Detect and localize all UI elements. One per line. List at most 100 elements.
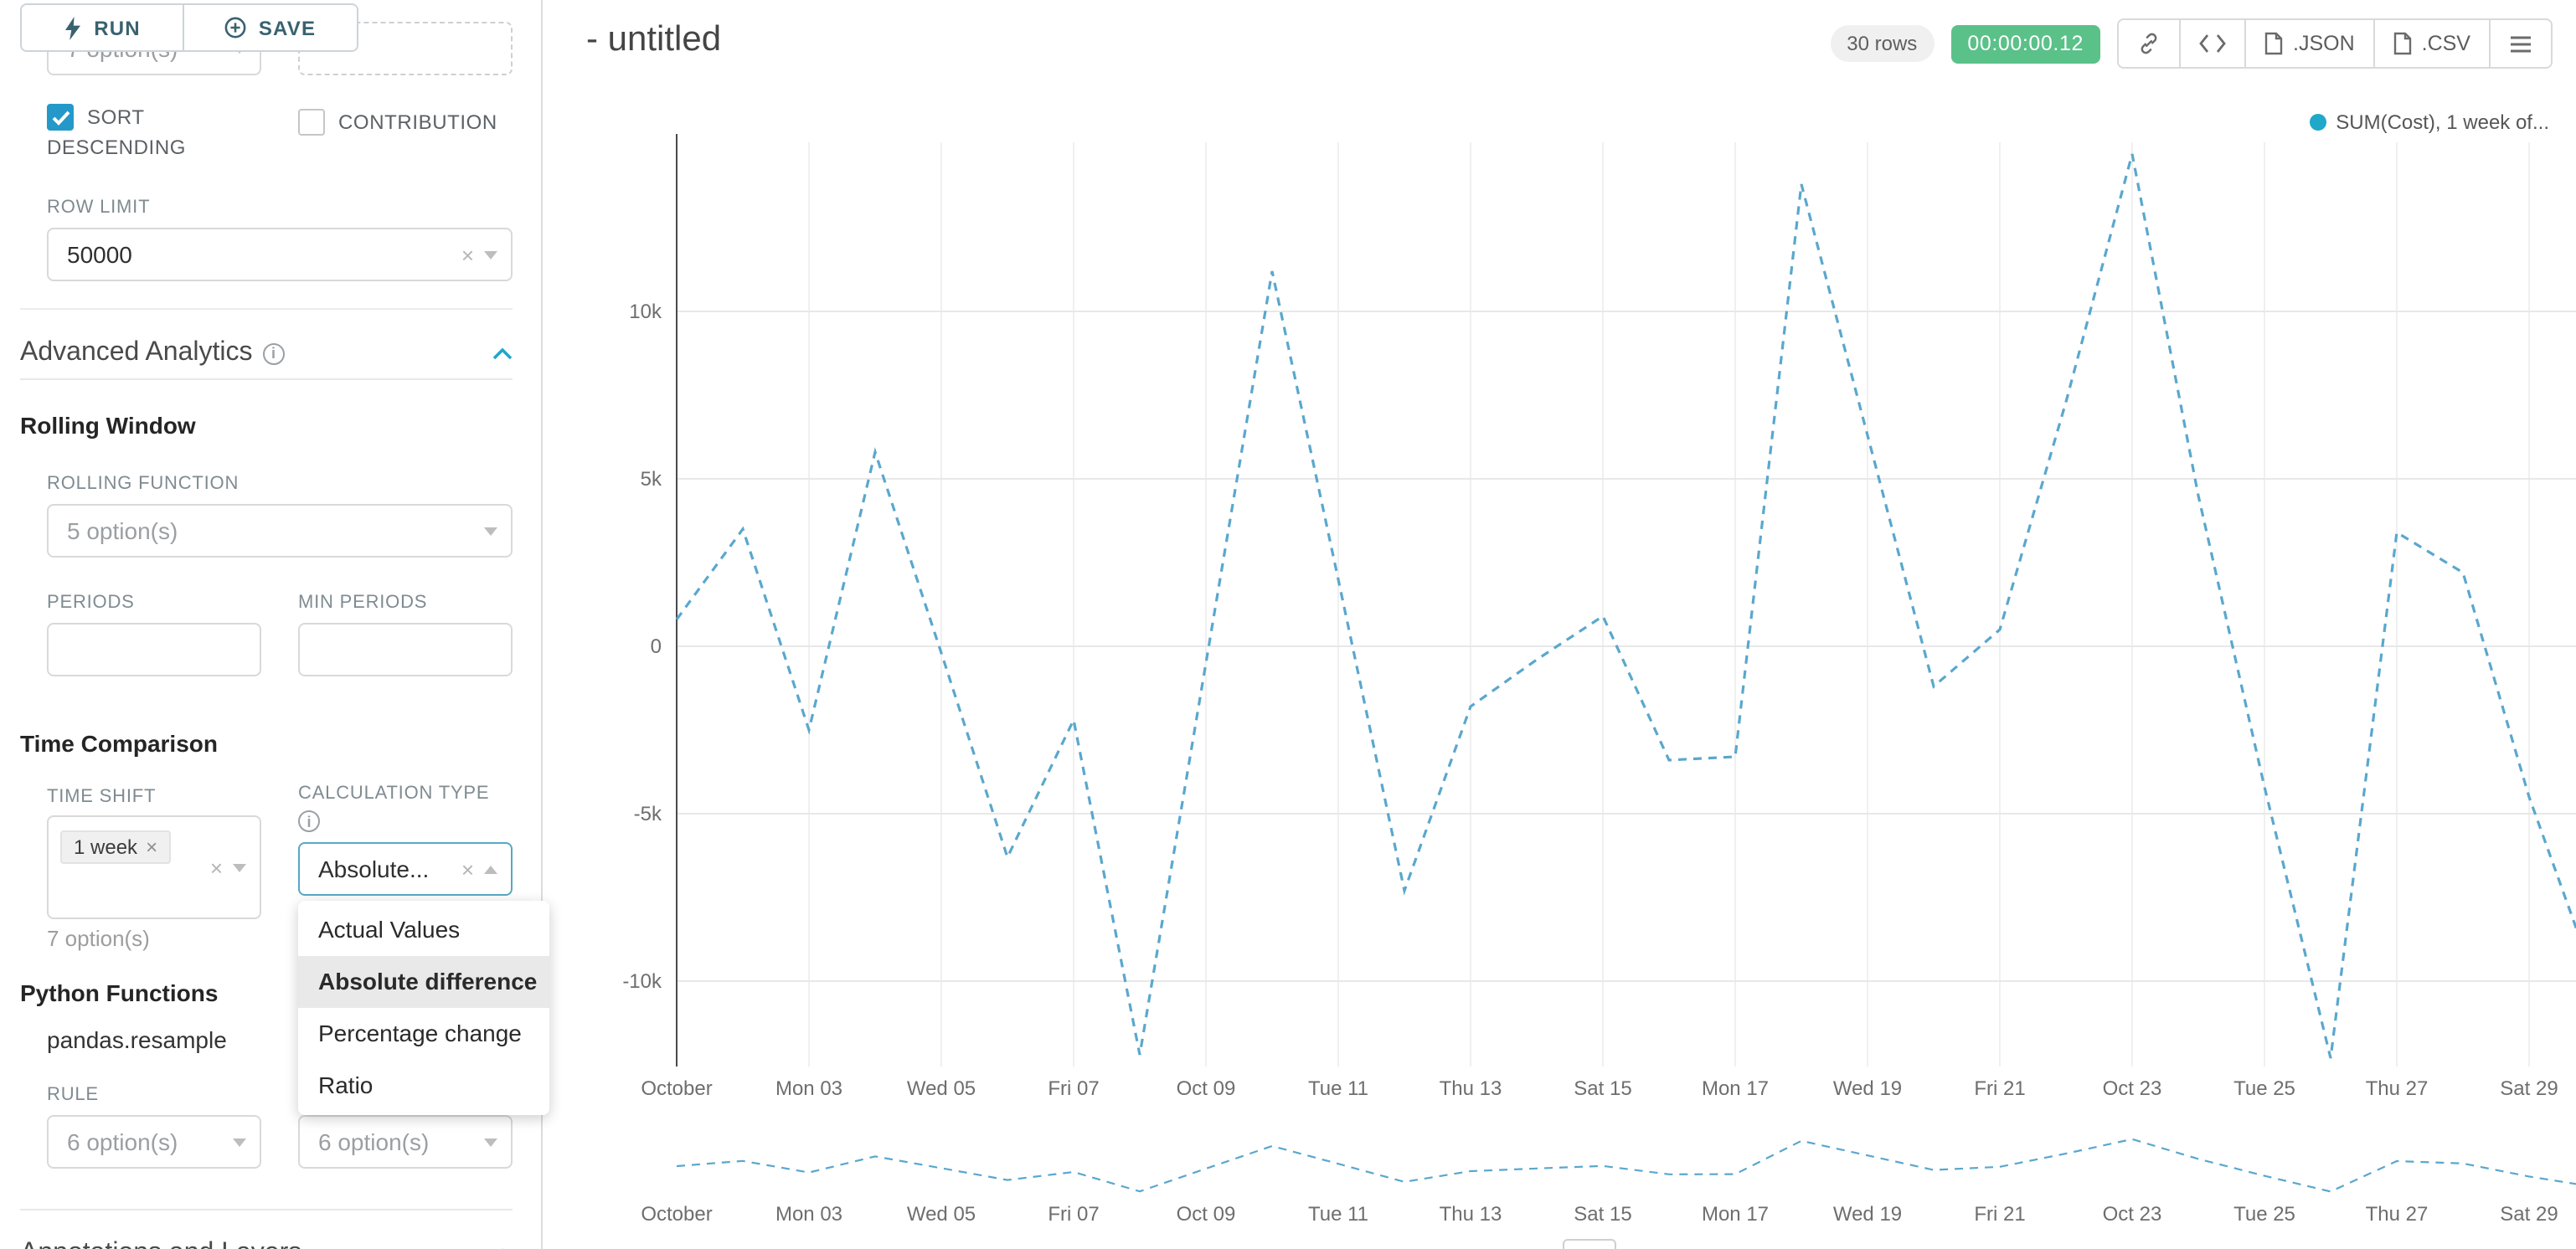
svg-text:Thu 13: Thu 13	[1440, 1077, 1502, 1100]
embed-code-button[interactable]	[2181, 20, 2246, 67]
time-shift-tag-label: 1 week	[74, 835, 138, 859]
svg-text:Oct 09: Oct 09	[1177, 1203, 1236, 1226]
svg-text:Fri 07: Fri 07	[1048, 1203, 1099, 1226]
bolt-icon	[65, 16, 81, 39]
chart-area: - untitled 30 rows 00:00:00.12	[543, 0, 2576, 1249]
svg-text:Wed 19: Wed 19	[1833, 1077, 1902, 1100]
time-shift-hint: 7 option(s)	[47, 926, 150, 951]
rule-select[interactable]: 6 option(s)	[47, 1115, 261, 1169]
svg-text:Thu 27: Thu 27	[2366, 1203, 2429, 1226]
svg-text:October: October	[641, 1203, 712, 1226]
chevron-down-icon	[484, 1138, 497, 1146]
export-json-button[interactable]: .JSON	[2246, 20, 2375, 67]
legend-label: SUM(Cost), 1 week of...	[2336, 111, 2549, 134]
rule-select-2[interactable]: 6 option(s)	[298, 1115, 513, 1169]
calculation-type-select[interactable]: Absolute... ×	[298, 842, 513, 896]
clear-icon[interactable]: ×	[461, 856, 474, 881]
chevron-up-icon	[484, 865, 497, 873]
periods-input[interactable]	[47, 623, 261, 676]
svg-text:October: October	[641, 1077, 712, 1100]
svg-text:Fri 21: Fri 21	[1974, 1077, 2025, 1100]
save-label: SAVE	[258, 16, 317, 39]
run-save-bar: RUN SAVE	[20, 3, 358, 52]
svg-text:Tue 25: Tue 25	[2233, 1203, 2295, 1226]
clear-icon[interactable]: ×	[461, 242, 474, 267]
time-shift-label: TIME SHIFT	[47, 787, 157, 807]
export-csv-button[interactable]: .CSV	[2374, 20, 2491, 67]
pandas-resample-label: pandas.resample	[47, 1026, 227, 1053]
info-icon: i	[262, 342, 285, 364]
svg-text:-10k: -10k	[622, 970, 662, 993]
calculation-type-value: Absolute...	[318, 856, 430, 882]
rule-placeholder: 6 option(s)	[67, 1128, 178, 1155]
sort-descending-label: SORT DESCENDING	[47, 105, 187, 159]
file-icon	[2393, 32, 2411, 55]
dropdown-option[interactable]: Percentage change	[318, 1020, 522, 1046]
code-icon	[2199, 34, 2226, 53]
checkbox-unchecked-icon[interactable]	[298, 109, 325, 136]
dropdown-option[interactable]: Absolute difference	[298, 956, 549, 1008]
chart-legend[interactable]: SUM(Cost), 1 week of...	[2309, 111, 2549, 134]
svg-text:Sat 15: Sat 15	[1574, 1077, 1631, 1100]
rolling-function-placeholder: 5 option(s)	[67, 517, 178, 544]
row-limit-select[interactable]: 50000 ×	[47, 228, 513, 281]
legend-dot-icon	[2309, 114, 2326, 131]
preview-line-chart[interactable]: October Mon 03 Wed 05 Fri 07 Oct 09 Tue 11 Thu…	[543, 1125, 2576, 1229]
min-periods-input[interactable]	[298, 623, 513, 676]
hamburger-icon	[2511, 35, 2531, 52]
csv-label: .CSV	[2421, 32, 2470, 55]
rule-label: RULE	[47, 1085, 99, 1105]
remove-tag-icon[interactable]: ×	[146, 835, 158, 859]
svg-text:Wed 05: Wed 05	[907, 1203, 976, 1226]
chevron-up-icon[interactable]	[492, 347, 513, 360]
clear-icon[interactable]: ×	[209, 856, 223, 881]
svg-text:0: 0	[651, 635, 662, 658]
svg-text:Tue 11: Tue 11	[1308, 1077, 1368, 1100]
dropdown-option[interactable]: Ratio	[318, 1072, 374, 1098]
info-icon: i	[298, 810, 320, 832]
annotations-header[interactable]: Annotations and Layers	[20, 1209, 513, 1249]
svg-text:Oct 23: Oct 23	[2103, 1077, 2162, 1100]
row-limit-value: 50000	[67, 241, 132, 268]
checkbox-checked-icon[interactable]	[47, 104, 74, 131]
header-actions: 30 rows 00:00:00.12 .JSON	[1830, 18, 2553, 69]
svg-text:Thu 13: Thu 13	[1440, 1203, 1502, 1226]
svg-text:Wed 05: Wed 05	[907, 1077, 976, 1100]
time-shift-select[interactable]: 1 week × ×	[47, 815, 261, 919]
copy-link-button[interactable]	[2119, 20, 2181, 67]
calculation-type-label: CALCULATION TYPE	[298, 784, 490, 804]
min-periods-label: MIN PERIODS	[298, 593, 428, 613]
rolling-function-select[interactable]: 5 option(s)	[47, 504, 513, 558]
svg-text:Wed 19: Wed 19	[1833, 1203, 1902, 1226]
control-panel: 7 option(s) RUN SAVE	[0, 0, 549, 1249]
python-functions-title: Python Functions	[20, 979, 219, 1006]
calculation-type-dropdown: Actual Values Absolute difference Percenta…	[298, 901, 549, 1115]
svg-text:Oct 23: Oct 23	[2103, 1203, 2162, 1226]
run-button[interactable]: RUN	[22, 5, 184, 50]
svg-text:Fri 21: Fri 21	[1974, 1203, 2025, 1226]
rolling-function-label: ROLLING FUNCTION	[47, 474, 240, 494]
file-icon	[2264, 32, 2283, 55]
save-button[interactable]: SAVE	[184, 5, 357, 50]
sort-descending-checkbox-row[interactable]: SORT DESCENDING	[47, 102, 268, 162]
contribution-checkbox-row[interactable]: CONTRIBUTION	[298, 107, 519, 137]
svg-text:Sat 29: Sat 29	[2500, 1203, 2558, 1226]
menu-button[interactable]	[2491, 20, 2551, 67]
main-line-chart[interactable]: 10k 5k 0 -5k -10k October Mon 03 Wed 05 Fri 07 Oc…	[543, 131, 2576, 1122]
chevron-down-icon	[484, 527, 497, 535]
dropdown-option[interactable]: Actual Values	[318, 916, 461, 943]
svg-text:Sat 29: Sat 29	[2500, 1077, 2558, 1100]
svg-text:Mon 03: Mon 03	[775, 1203, 842, 1226]
svg-text:Thu 27: Thu 27	[2366, 1077, 2429, 1100]
svg-text:5k: 5k	[641, 468, 662, 491]
json-label: .JSON	[2293, 32, 2355, 55]
row-limit-label: ROW LIMIT	[47, 198, 151, 218]
time-comparison-title: Time Comparison	[20, 730, 218, 757]
advanced-analytics-header[interactable]: Advanced Analytics i	[20, 328, 513, 380]
link-icon	[2141, 33, 2157, 54]
rolling-window-title: Rolling Window	[20, 412, 196, 439]
svg-text:Mon 03: Mon 03	[775, 1077, 842, 1100]
chevron-down-icon	[233, 1138, 246, 1146]
svg-text:Sat 15: Sat 15	[1574, 1203, 1631, 1226]
